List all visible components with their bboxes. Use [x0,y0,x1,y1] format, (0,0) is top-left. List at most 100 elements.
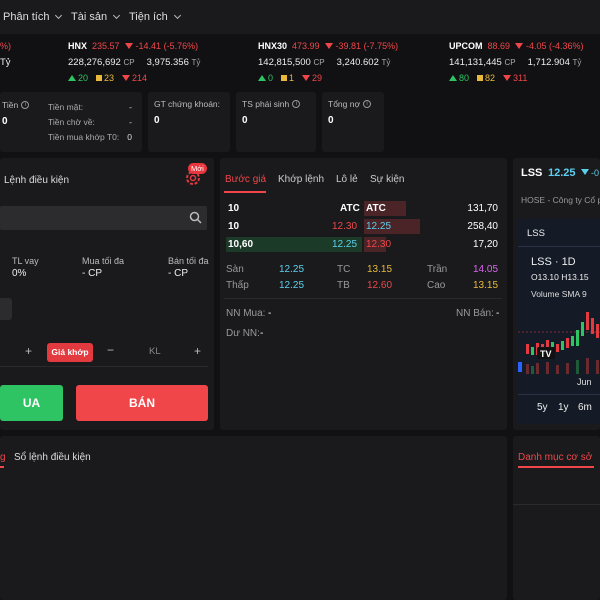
gt-ck-value: 0 [154,115,160,126]
bid-volume: 10 [228,221,240,232]
down-arrow-icon [122,75,131,81]
up-arrow-icon [68,75,76,81]
index-partial: %) Tỷ [0,41,11,68]
info-icon[interactable]: i [292,100,301,108]
unchanged-count: 1 [289,73,295,83]
tab-events[interactable]: Sự kiện [370,174,405,185]
chart-series-title: LSS · 1D [531,256,576,268]
down-arrow-icon [124,43,133,49]
bid-price: ATC [340,203,360,214]
info-icon[interactable]: i [21,101,30,109]
order-type-selector[interactable] [0,298,12,320]
chevron-down-icon [173,11,181,20]
up-arrow-icon [449,75,457,81]
max-buy-value: - CP [82,268,102,279]
turnover-unit: Tỷ [381,58,391,67]
index-turnover: 3,975.356 [146,57,189,68]
conditional-order-tab[interactable]: Lệnh điều kiện [4,175,70,186]
low-label: Thấp [226,280,249,291]
ask-bar [364,201,406,216]
bid-price: 12.25 [332,239,358,250]
qty-increase-button[interactable]: + [194,344,202,358]
foreign-room-label: Dư NN: [226,328,260,339]
depth-row[interactable]: 10,60 12.25 12.30 17,20 [224,236,502,253]
max-sell-label: Bán tối đa [168,256,209,266]
ask-bar [364,237,386,252]
divider [518,246,600,247]
ceiling-value: 14.05 [473,264,499,275]
range-6m-button[interactable]: 6m [578,402,592,413]
qty-decrease-button[interactable]: − [107,343,115,357]
quantity-input[interactable]: KL [149,346,161,357]
index-change: -4.05 (-4.36%) [526,41,584,51]
volume-unit: CP [504,58,516,67]
tab-order-book[interactable]: g [0,452,6,463]
tl-vay-value: 0% [12,268,27,279]
divider [518,394,600,395]
gear-icon[interactable] [183,168,203,188]
tien-mat-label: Tiền mặt: [48,102,84,112]
sell-button[interactable]: BÁN [76,385,208,421]
search-icon[interactable] [189,211,202,224]
info-icon[interactable]: i [363,100,372,108]
index-upcom[interactable]: UPCOM 88.69 -4.05 (-4.36%) 141,131,445 CP 1… [449,41,584,83]
account-debt-card: Tổng nợ i 0 [322,92,384,152]
market-price-button[interactable]: Giá khớp [47,343,93,362]
company-name: HOSE - Công ty Cổ p [521,195,600,205]
index-change: -14.41 (-5.76%) [135,41,199,51]
tab-price-steps[interactable]: Bước giá [225,174,267,185]
turnover-unit: Tỷ [191,58,201,67]
depth-row[interactable]: 10 12.30 12.25 258,40 [224,218,502,235]
tien-value: 0 [2,116,8,127]
tab-conditional-order-book[interactable]: Sổ lệnh điều kiện [14,452,91,463]
buy-button[interactable]: UA [0,385,63,421]
chart-symbol-tab[interactable]: LSS [527,228,545,239]
tab-odd-lot[interactable]: Lô lẻ [336,174,358,185]
turnover-unit: Tỷ [572,58,582,67]
divider [0,366,208,367]
index-hnx[interactable]: HNX 235.57 -14.41 (-5.76%) 228,276,692 CP 3… [68,41,200,83]
unchanged-count: 82 [485,73,496,83]
ts-ps-label: TS phái sinh [242,99,290,109]
bid-volume: 10 [228,203,240,214]
index-name: HNX30 [258,41,288,51]
svg-text:TV: TV [540,349,552,359]
index-turnover: 3,240.602 [336,57,379,68]
nav-tai-san-label: Tài sản [71,11,108,23]
index-volume: 142,815,500 [258,57,311,68]
bid-price: 12.30 [332,221,358,232]
foreign-buy-value: - [268,308,272,319]
index-hnx30[interactable]: HNX30 473.99 -39.81 (-7.75%) 142,815,500 C… [258,41,398,83]
foreign-sell-label: NN Bán: [456,308,494,319]
average-label: TB [337,280,350,291]
ask-volume: 17,20 [472,239,498,250]
ohlc-values: O13.10 H13.15 [531,272,589,282]
max-buy-label: Mua tối đa [82,256,125,266]
tab-portfolio[interactable]: Danh mục cơ sở [518,452,593,463]
symbol-search-input[interactable] [0,206,207,230]
tien-cho-ve-label: Tiền chờ về: [48,117,95,127]
depth-row[interactable]: 10 ATC ATC 131,70 [224,200,502,217]
nav-phan-tich[interactable]: Phân tích [3,11,63,23]
range-1y-button[interactable]: 1y [558,402,569,413]
tab-matched-orders[interactable]: Khớp lệnh [278,174,325,185]
low-value: 12.25 [279,280,305,291]
decliners-count: 29 [312,73,323,83]
bid-volume: 10,60 [228,239,254,250]
nav-tien-ich[interactable]: Tiện ích [129,11,181,23]
ask-volume: 131,70 [467,203,498,214]
up-arrow-icon [258,75,266,81]
divider [513,504,600,505]
volume-unit: CP [313,58,325,67]
chart-symbol: LSS [521,167,543,179]
index-change: -39.81 (-7.75%) [335,41,399,51]
ask-volume: 258,40 [467,221,498,232]
price-increase-button[interactable]: + [25,344,33,358]
tien-label: Tiền [2,100,19,110]
range-5y-button[interactable]: 5y [537,402,548,413]
volume-bars [526,358,599,374]
tien-mat-value: - [129,102,132,112]
tong-no-label: Tổng nợ [328,99,361,109]
nav-tai-san[interactable]: Tài sản [71,11,121,23]
decliners-count: 214 [132,73,148,83]
